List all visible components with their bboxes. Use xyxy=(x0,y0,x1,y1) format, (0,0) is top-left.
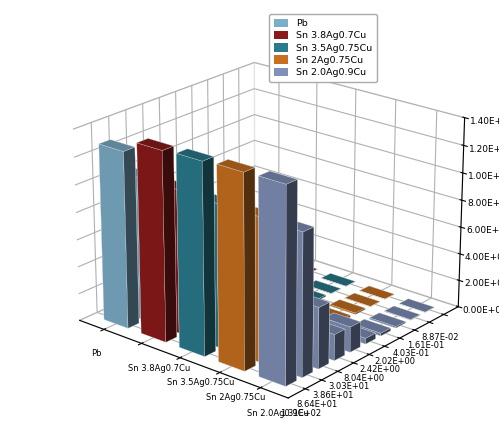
Legend: Pb, Sn 3.8Ag0.7Cu, Sn 3.5Ag0.75Cu, Sn 2Ag0.75Cu, Sn 2.0Ag0.9Cu: Pb, Sn 3.8Ag0.7Cu, Sn 3.5Ag0.75Cu, Sn 2A… xyxy=(269,14,377,82)
